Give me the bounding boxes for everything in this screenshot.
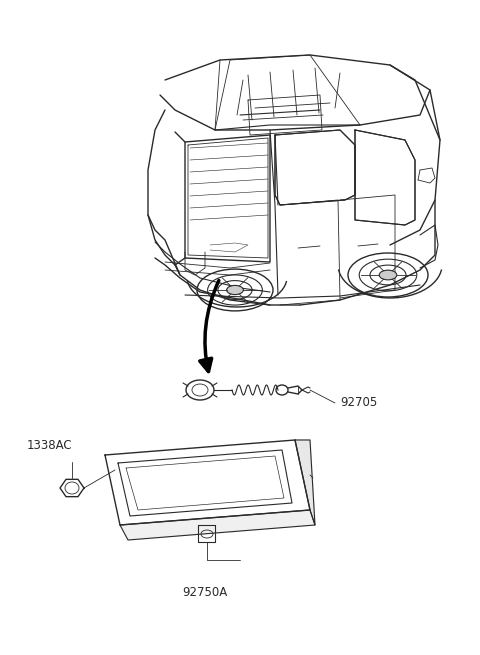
Ellipse shape: [227, 286, 243, 295]
Text: 92750A: 92750A: [182, 586, 228, 599]
Polygon shape: [120, 510, 315, 540]
Polygon shape: [355, 130, 415, 225]
Polygon shape: [295, 440, 315, 525]
Polygon shape: [105, 440, 310, 525]
Polygon shape: [275, 130, 355, 205]
Text: 1338AC: 1338AC: [26, 439, 72, 452]
Ellipse shape: [379, 270, 397, 280]
Text: 92705: 92705: [340, 396, 377, 409]
